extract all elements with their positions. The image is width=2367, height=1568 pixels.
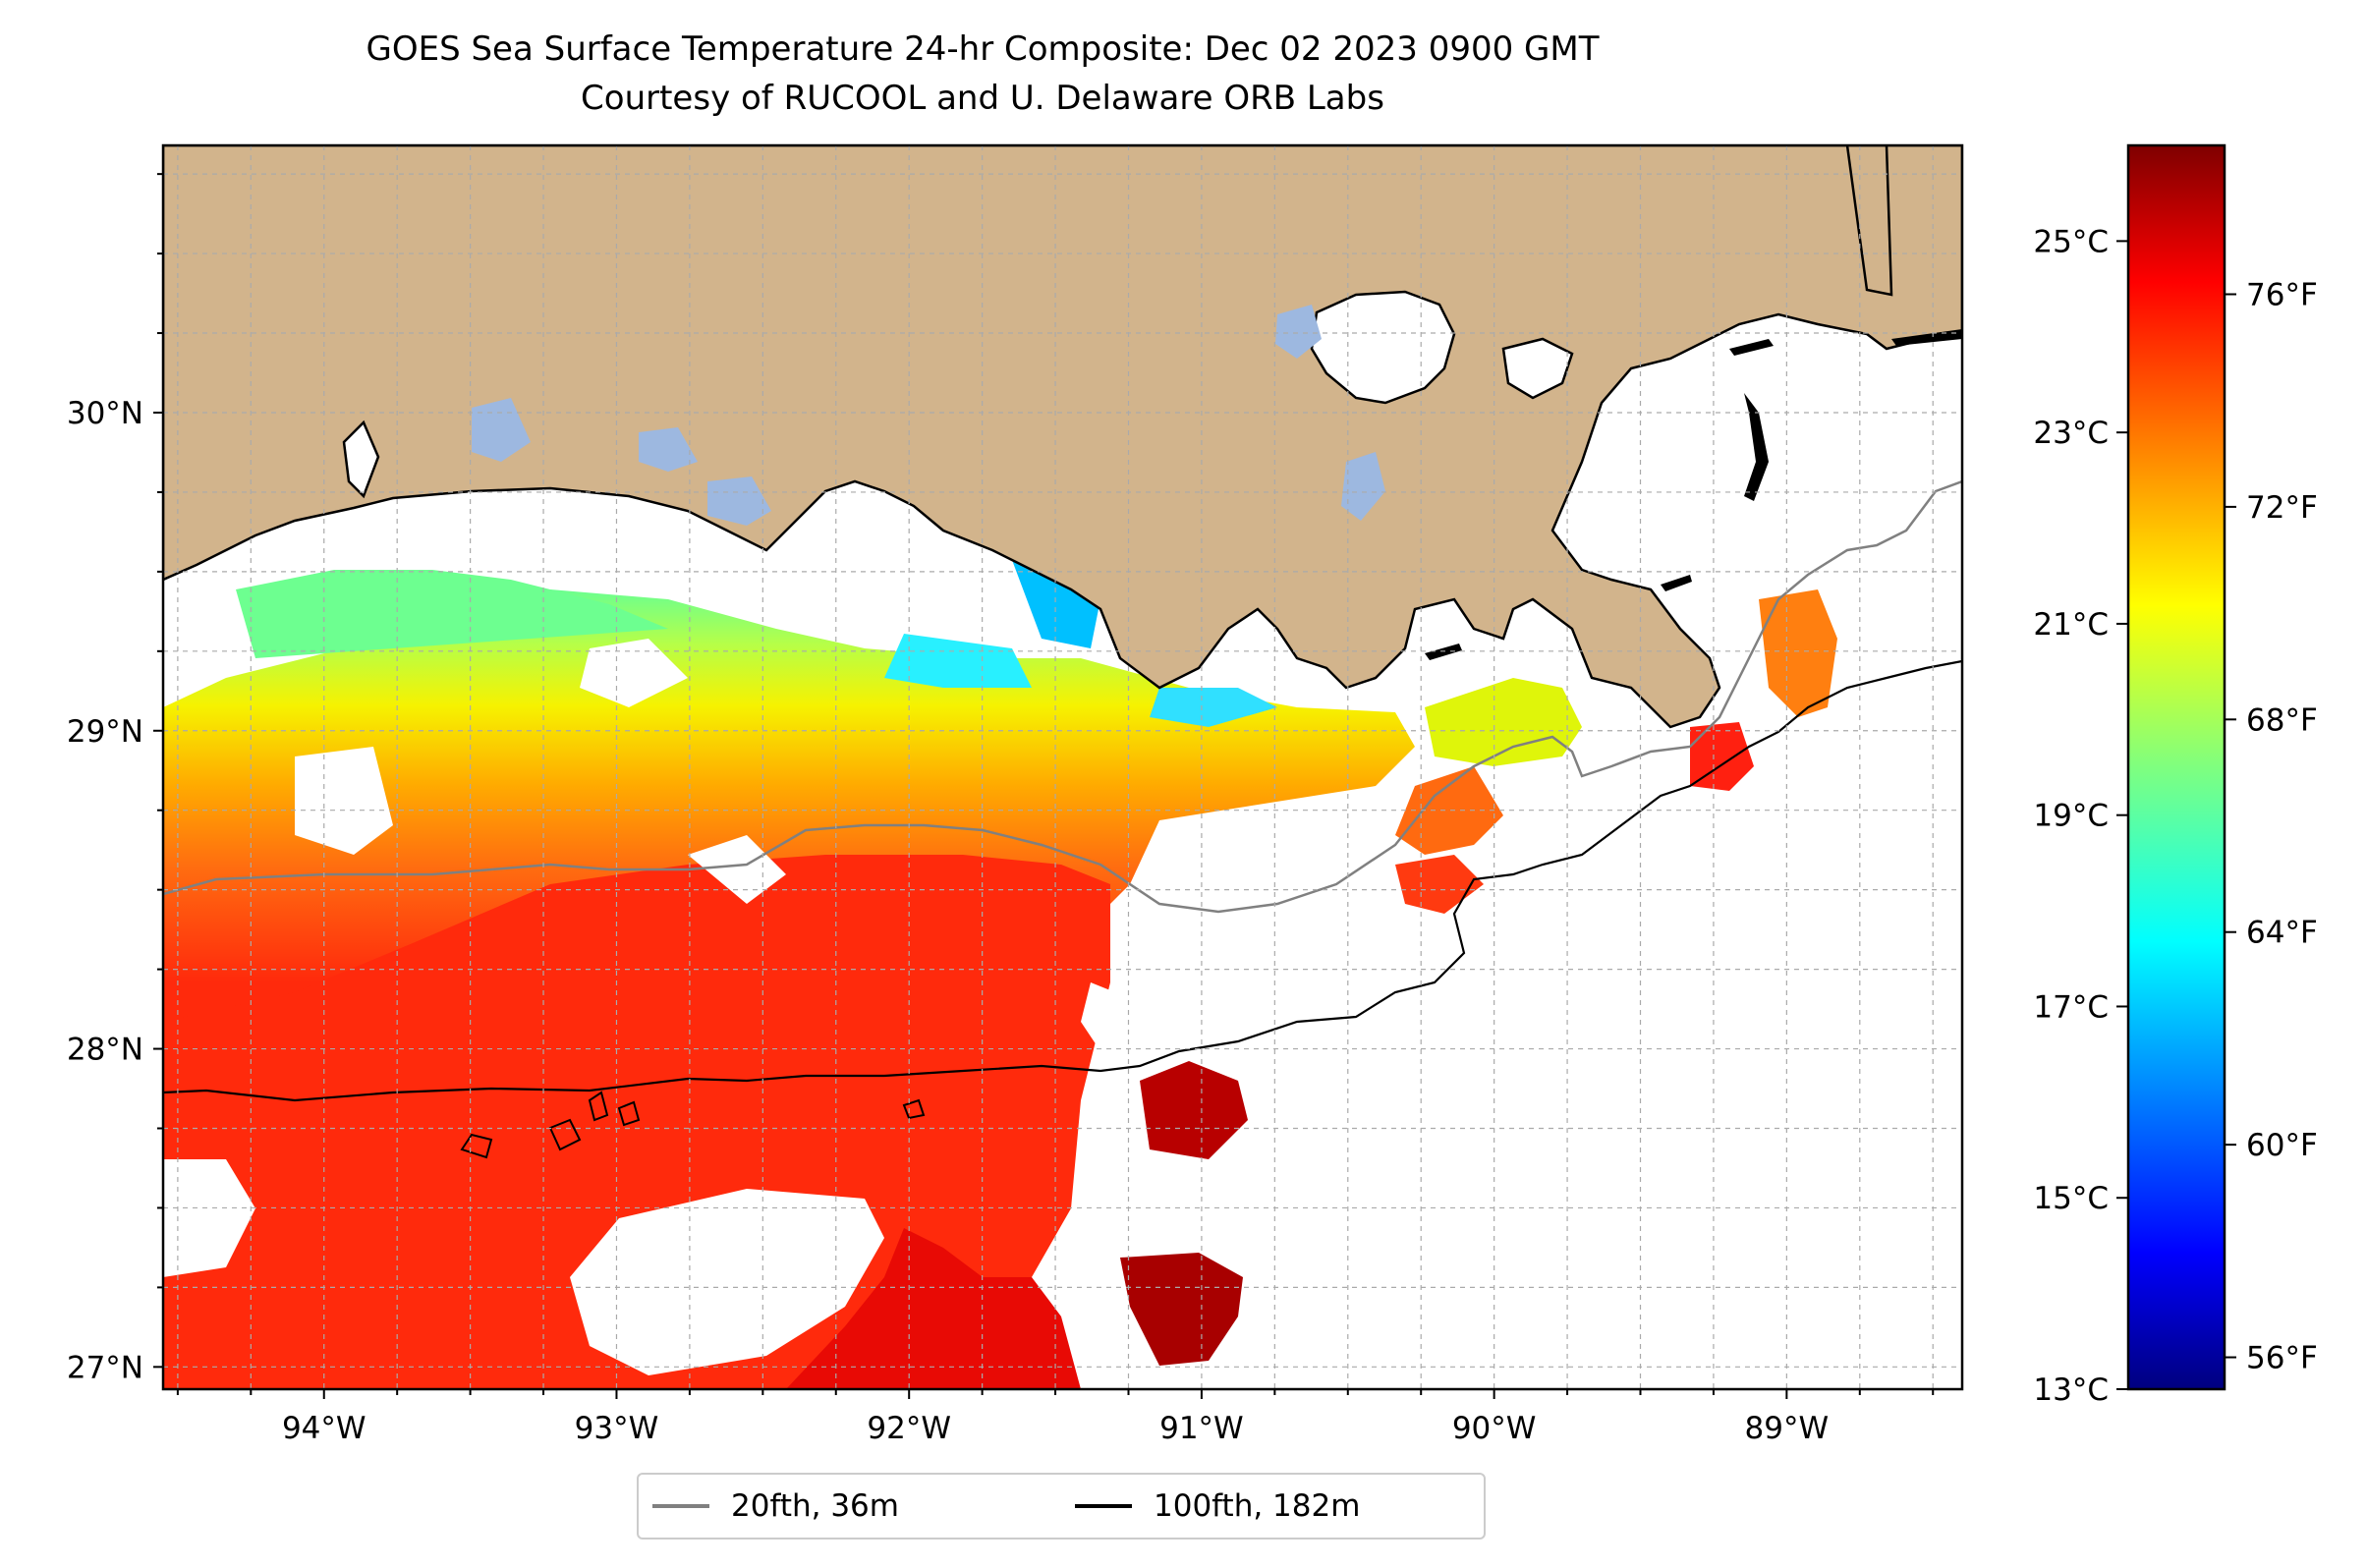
sst-eddy-1	[1140, 1061, 1248, 1159]
calcasieu-lake	[472, 398, 531, 462]
gap-3	[1081, 982, 1150, 1051]
lat-tick-label: 28°N	[67, 1033, 143, 1068]
land	[163, 145, 1962, 729]
celsius-tick-label: 17°C	[2033, 989, 2109, 1025]
sst-warm-offshore-deep	[786, 1228, 1081, 1389]
legend: 20fth, 36m 100fth, 182m	[637, 1473, 1486, 1540]
sst-cold-patch	[1150, 688, 1277, 727]
lon-tick-label: 89°W	[1745, 1411, 1830, 1446]
sst-cold-nearshore	[884, 634, 1032, 688]
lat-tick-label: 30°N	[67, 396, 143, 431]
fahrenheit-tick-label: 64°F	[2246, 916, 2318, 951]
sst-eddy-2	[1120, 1253, 1243, 1366]
sabine-lake	[342, 420, 380, 499]
subtitle: Courtesy of RUCOOL and U. Delaware ORB L…	[581, 79, 1384, 118]
gap-2	[570, 1189, 884, 1375]
map-ticks: 94°W 93°W 92°W 91°W 90°W 89°W 27°N 28°N 29°N 30°N	[67, 173, 1935, 1446]
lake-salvador	[1341, 452, 1385, 521]
lake-maurepas	[1275, 305, 1322, 359]
fahrenheit-tick-label: 76°F	[2246, 277, 2318, 312]
sst-patch-delta-1	[1759, 589, 1837, 717]
isobath-20fth	[163, 479, 1962, 914]
white-lake	[707, 476, 771, 526]
lon-tick-label: 93°W	[575, 1411, 659, 1446]
lon-tick-label: 94°W	[282, 1411, 366, 1446]
lake-borgne	[1501, 337, 1574, 400]
map-frame	[161, 143, 1964, 1391]
gap-6	[688, 835, 786, 904]
fahrenheit-tick-label: 60°F	[2246, 1128, 2318, 1163]
legend-label-20fth: 20fth, 36m	[731, 1488, 899, 1524]
celsius-tick-label: 21°C	[2033, 607, 2109, 643]
colorbar-ticks: 13°C 15°C 17°C 19°C 21°C 23°C 25°C 56°F 60°F 64°F…	[2033, 224, 2317, 1408]
legend-item-20fth: 20fth, 36m	[652, 1475, 899, 1538]
fahrenheit-tick-label: 72°F	[2246, 490, 2318, 526]
lat-tick-label: 27°N	[67, 1350, 143, 1385]
sst-field	[163, 511, 1837, 1389]
celsius-tick-label: 25°C	[2033, 224, 2109, 259]
title: GOES Sea Surface Temperature 24-hr Compo…	[366, 29, 1600, 69]
legend-label-100fth: 100fth, 182m	[1154, 1488, 1361, 1524]
celsius-tick-label: 23°C	[2033, 416, 2109, 451]
lon-tick-label: 90°W	[1452, 1411, 1537, 1446]
celsius-tick-label: 13°C	[2033, 1372, 2109, 1408]
celsius-tick-label: 19°C	[2033, 799, 2109, 834]
fahrenheit-tick-label: 56°F	[2246, 1341, 2318, 1376]
lon-tick-label: 91°W	[1159, 1411, 1244, 1446]
gap-1	[163, 1159, 255, 1277]
mississippi-border	[1845, 145, 1893, 297]
sst-patch-delta-2	[1690, 722, 1754, 791]
gap-5	[580, 639, 688, 707]
barrier-island-2	[1729, 339, 1774, 356]
fahrenheit-tick-label: 68°F	[2246, 702, 2318, 738]
gap-7	[1159, 874, 1395, 973]
barrier-island-3	[1661, 575, 1692, 591]
lat-tick-label: 29°N	[67, 714, 143, 750]
sst-patch-east-1	[1395, 766, 1503, 855]
celsius-tick-label: 15°C	[2033, 1181, 2109, 1216]
legend-swatch-100fth	[1075, 1504, 1132, 1508]
legend-swatch-20fth	[652, 1504, 709, 1508]
barrier-island-4	[1425, 644, 1462, 660]
chandeleur-islands	[1744, 393, 1769, 501]
isobath-100fth	[163, 659, 1962, 1102]
lon-tick-label: 92°W	[867, 1411, 951, 1446]
isobath-contour-islands	[460, 1091, 926, 1159]
louisiana-coast	[163, 145, 1962, 729]
grand-lake	[639, 427, 698, 472]
gridlines	[163, 145, 1962, 1389]
gap-4	[295, 747, 393, 855]
map-area	[163, 145, 1962, 1389]
legend-item-100fth: 100fth, 182m	[1075, 1475, 1360, 1538]
sst-nearshore-green	[236, 570, 668, 658]
sst-patch-east-yellow	[1425, 678, 1582, 766]
colorbar	[2126, 143, 2226, 1391]
